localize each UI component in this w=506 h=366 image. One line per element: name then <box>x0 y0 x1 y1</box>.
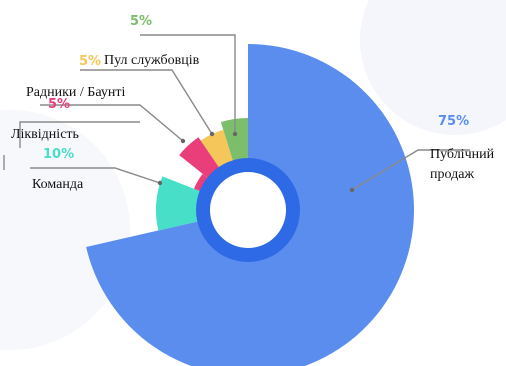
label-public-sale-line1: Публічний <box>430 147 495 162</box>
label-team-pct: 10% <box>43 147 74 162</box>
leader-liquidity <box>19 121 140 148</box>
label-employee-pool: Пул службовців <box>104 53 200 68</box>
label-advisors-pct: 5% <box>48 97 70 112</box>
label-advisors: Радники / Баунті <box>26 85 125 100</box>
leader-dot-green <box>232 131 238 137</box>
leader-dot-public-sale <box>349 187 355 193</box>
background-blob-left <box>0 110 130 350</box>
leader-dots <box>157 131 355 193</box>
leader-team <box>30 167 161 184</box>
label-top-pct: 5% <box>130 14 152 29</box>
label-team: Команда <box>32 177 84 192</box>
leader-advisors <box>40 104 184 142</box>
donut-hole <box>210 172 286 248</box>
label-public-sale-line2: продаж <box>430 167 474 182</box>
leader-employee-pool <box>80 69 213 135</box>
leader-green <box>140 34 236 134</box>
leader-dot-employee-pool <box>209 131 215 137</box>
label-employee-pool-pct: 5% <box>79 54 101 69</box>
leader-public-sale <box>351 149 470 191</box>
label-public-sale-pct: 75% <box>438 114 469 129</box>
label-liquidity: Ліквідність <box>11 127 79 142</box>
leader-dot-team <box>157 180 163 186</box>
leader-lines <box>3 34 470 191</box>
background-blob-right <box>360 0 506 135</box>
leader-dot-advisors <box>180 138 186 144</box>
